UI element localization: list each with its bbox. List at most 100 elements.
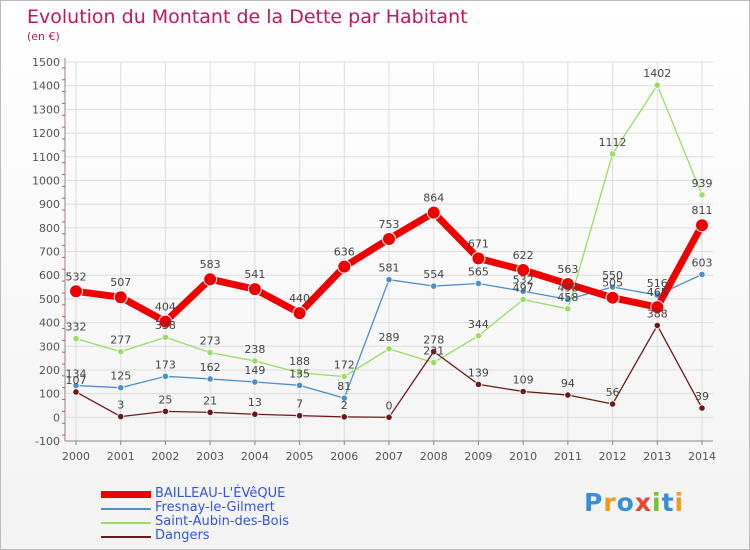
data-point xyxy=(203,272,218,287)
data-label: 109 xyxy=(513,373,534,386)
data-point xyxy=(653,321,661,330)
data-label: 338 xyxy=(155,319,176,332)
data-label: 173 xyxy=(155,358,176,371)
y-tick-label: 800 xyxy=(39,222,60,235)
y-tick-label: 1400 xyxy=(32,80,60,93)
legend-label: Saint-Aubin-des-Bois xyxy=(155,514,290,529)
data-point xyxy=(698,191,706,199)
data-label: 753 xyxy=(379,218,400,231)
data-label: 622 xyxy=(513,249,534,262)
data-label: 107 xyxy=(66,374,87,387)
data-point xyxy=(295,369,304,377)
data-point xyxy=(516,262,531,277)
logo-letter: o xyxy=(616,488,635,517)
data-label: 2 xyxy=(341,399,348,412)
x-tick-label: 2012 xyxy=(599,450,627,463)
proxiti-logo: Proxiti xyxy=(584,488,684,517)
data-point xyxy=(385,345,393,353)
data-point xyxy=(519,295,527,304)
x-tick-label: 2013 xyxy=(643,450,671,463)
y-tick-label: 300 xyxy=(39,340,60,353)
data-label: 7 xyxy=(296,398,303,411)
data-label: 554 xyxy=(423,268,444,281)
legend-swatch xyxy=(101,508,151,510)
legend-label: BAILLEAU-L'ÉVêQUE xyxy=(155,486,286,501)
logo-letter: i xyxy=(652,488,662,517)
data-label: 507 xyxy=(110,276,131,289)
data-point xyxy=(474,279,483,288)
data-point xyxy=(251,357,259,365)
data-point xyxy=(340,394,348,402)
data-label: 125 xyxy=(110,370,131,383)
data-label: 134 xyxy=(66,368,87,381)
x-tick-label: 2009 xyxy=(464,450,492,463)
data-point xyxy=(251,378,259,386)
data-point xyxy=(117,384,125,392)
data-point xyxy=(653,81,661,89)
data-label: 344 xyxy=(468,318,489,331)
legend-label: Fresnay-le-Gilmert xyxy=(155,500,275,515)
data-label: 39 xyxy=(695,390,709,403)
data-label: 1112 xyxy=(599,136,627,149)
data-label: 332 xyxy=(66,321,87,334)
legend-label: Dangers xyxy=(155,528,210,543)
data-point xyxy=(385,413,393,421)
data-point xyxy=(113,290,128,305)
y-tick-label: 1100 xyxy=(32,151,60,164)
data-label: 440 xyxy=(289,292,310,305)
legend-swatch xyxy=(101,491,151,498)
data-point xyxy=(161,407,170,415)
data-point xyxy=(474,332,483,340)
y-tick-label: 500 xyxy=(39,293,60,306)
logo-letter: t xyxy=(661,488,675,517)
logo-letter: P xyxy=(584,488,604,517)
data-point xyxy=(340,372,348,381)
data-point xyxy=(295,412,304,420)
data-point xyxy=(519,387,527,396)
data-point xyxy=(471,251,486,266)
data-label: 465 xyxy=(647,286,668,299)
data-label: 864 xyxy=(423,192,444,205)
data-label: 563 xyxy=(557,263,578,276)
data-point xyxy=(698,404,706,412)
data-label: 603 xyxy=(692,256,713,269)
data-label: 550 xyxy=(602,269,623,282)
data-point xyxy=(698,270,706,279)
data-label: 497 xyxy=(513,282,534,295)
x-tick-label: 2007 xyxy=(375,450,403,463)
y-tick-label: 900 xyxy=(39,198,60,211)
logo-letter: x xyxy=(634,488,652,517)
data-label: 25 xyxy=(158,393,172,406)
data-point xyxy=(560,276,575,291)
data-label: 583 xyxy=(200,258,221,271)
x-tick-label: 2014 xyxy=(688,450,716,463)
data-label: 94 xyxy=(561,377,575,390)
data-point xyxy=(72,388,80,396)
data-point xyxy=(382,231,396,246)
y-tick-label: 100 xyxy=(39,388,60,401)
data-label: 238 xyxy=(244,343,265,356)
y-tick-label: 200 xyxy=(39,364,60,377)
y-tick-label: 0 xyxy=(53,411,60,424)
y-tick-label: 1000 xyxy=(32,174,60,187)
data-point xyxy=(564,305,572,313)
x-tick-label: 2000 xyxy=(62,450,90,463)
chart-unit: (en €) xyxy=(27,30,60,43)
x-tick-label: 2005 xyxy=(286,450,314,463)
data-point xyxy=(430,347,438,356)
data-point xyxy=(519,287,527,295)
data-label: 3 xyxy=(117,399,124,412)
data-point xyxy=(650,300,665,315)
data-point xyxy=(161,333,170,341)
y-tick-label: -100 xyxy=(35,435,60,448)
data-label: 811 xyxy=(692,204,713,217)
data-point xyxy=(161,372,170,380)
data-label: 939 xyxy=(692,177,713,190)
data-point xyxy=(695,218,709,233)
data-label: 458 xyxy=(557,291,578,304)
data-point xyxy=(292,306,307,321)
data-point xyxy=(474,380,483,388)
x-tick-label: 2010 xyxy=(509,450,537,463)
legend-swatch xyxy=(101,522,151,524)
